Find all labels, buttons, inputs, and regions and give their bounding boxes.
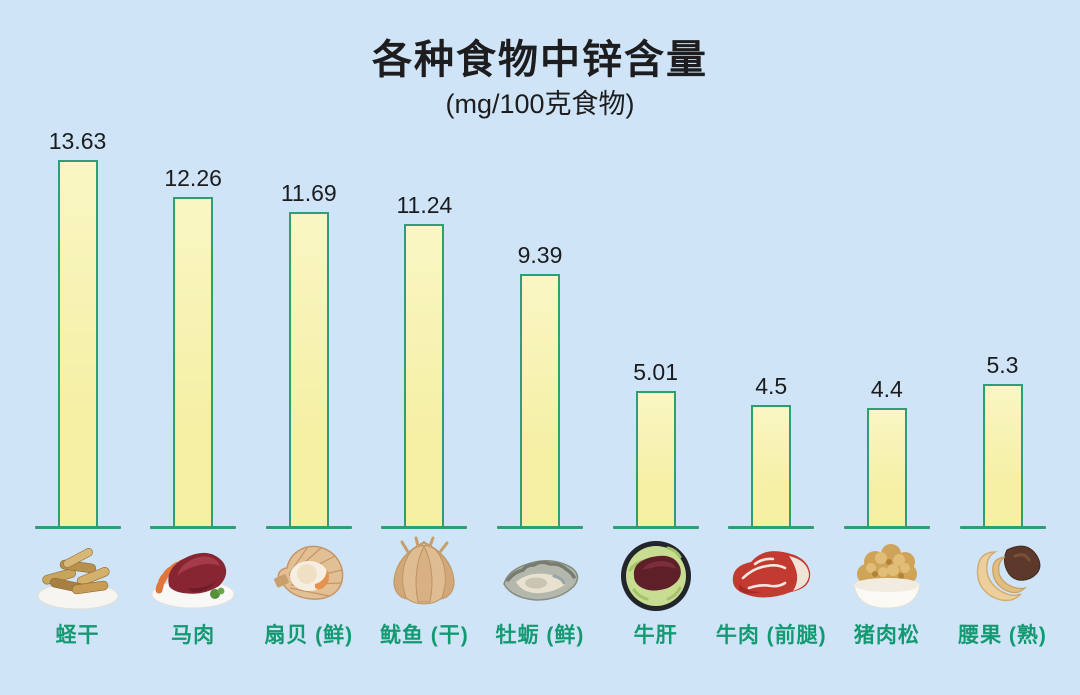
bar-value-label: 11.24 — [396, 191, 453, 218]
bar-value-label: 4.4 — [870, 375, 903, 402]
bar-value-label: 13.63 — [48, 127, 107, 154]
bar-beef-steak — [751, 404, 792, 526]
bar-horse-meat — [173, 196, 214, 526]
food-label: 马肉 — [171, 623, 216, 647]
baseline — [381, 525, 468, 529]
chart-title: 各种食物中锌含量 — [372, 38, 708, 82]
cashew-icon — [957, 534, 1049, 614]
baseline — [150, 525, 237, 529]
bar-value-label: 5.01 — [633, 358, 678, 385]
bar-value-label: 5.3 — [986, 351, 1019, 378]
bar-chart: 13.63 蛏干 — [0, 126, 1080, 649]
dried-squid-icon — [378, 534, 470, 614]
baseline — [959, 525, 1046, 529]
food-label: 鱿鱼 (干) — [379, 623, 469, 647]
bar-value-label: 4.5 — [755, 372, 788, 399]
bar-scallop — [288, 211, 329, 526]
chart-column-beef-steak: 4.5 牛肉 (前腿) — [714, 126, 829, 649]
food-label: 扇贝 (鲜) — [264, 623, 354, 647]
bar-value-label: 9.39 — [517, 241, 563, 268]
chart-subtitle: (mg/100克食物) — [445, 89, 635, 119]
scallop-icon — [263, 534, 355, 614]
bar-cashew — [982, 383, 1023, 526]
food-label: 牡蛎 (鲜) — [495, 623, 585, 647]
chart-header: 各种食物中锌含量 (mg/100克食物) — [0, 0, 1080, 120]
oyster-icon — [494, 534, 586, 614]
baseline — [265, 525, 352, 529]
food-label: 蛏干 — [55, 623, 100, 647]
bar-oyster — [520, 273, 560, 526]
dried-razor-clams-icon — [32, 534, 124, 614]
bar-beef-liver — [635, 390, 676, 526]
chart-column-dried-squid: 11.24 — [367, 126, 482, 649]
baseline — [728, 525, 815, 529]
food-label: 猪肉松 — [853, 623, 920, 647]
food-label: 腰果 (熟) — [958, 623, 1047, 647]
pork-floss-icon — [841, 534, 933, 614]
bar-dried-razor-clams — [57, 159, 98, 526]
baseline — [34, 525, 121, 529]
bar-dried-squid — [404, 223, 445, 526]
chart-column-dried-razor-clams: 13.63 蛏干 — [20, 126, 135, 649]
baseline — [497, 525, 583, 529]
chart-column-oyster: 9.39 牡蛎 (鲜) — [483, 126, 598, 649]
food-label: 牛肝 — [633, 623, 678, 647]
chart-column-scallop: 11.69 — [251, 126, 366, 649]
beef-liver-icon — [610, 534, 702, 614]
horse-meat-icon — [147, 534, 239, 614]
baseline — [612, 525, 699, 529]
chart-column-cashew: 5.3 腰果 (熟) — [945, 126, 1060, 649]
bar-value-label: 11.69 — [280, 179, 337, 206]
chart-column-pork-floss: 4.4 — [829, 126, 944, 649]
beef-steak-icon — [725, 534, 817, 614]
bar-pork-floss — [866, 407, 907, 526]
food-label: 牛肉 (前腿) — [715, 623, 827, 647]
chart-column-beef-liver: 5.01 牛肝 — [598, 126, 713, 649]
bar-value-label: 12.26 — [164, 164, 222, 191]
baseline — [843, 525, 930, 529]
chart-column-horse-meat: 12.26 马肉 — [136, 126, 251, 649]
